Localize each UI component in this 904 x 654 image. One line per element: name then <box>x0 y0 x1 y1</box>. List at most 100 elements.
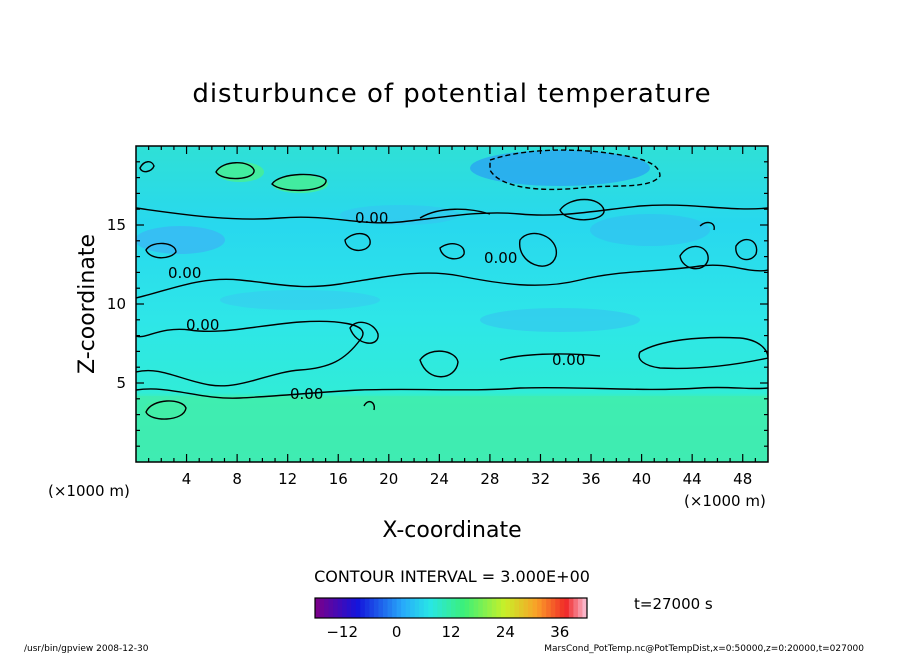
colorbar-cell <box>559 598 565 618</box>
colorbar-cell <box>369 598 375 618</box>
colorbar-cell <box>478 598 484 618</box>
colorbar-cell <box>355 598 361 618</box>
footer-right: MarsCond_PotTemp.nc@PotTempDist,x=0:5000… <box>544 644 864 654</box>
colorbar-cell <box>537 598 543 618</box>
contour-label: 0.00 <box>355 209 388 227</box>
colorbar-cell <box>437 598 443 618</box>
colorbar-cell <box>550 598 556 618</box>
colorbar-tick-label: 24 <box>496 623 515 641</box>
colorbar-cell <box>383 598 389 618</box>
colorbar-cell <box>414 598 420 618</box>
contour-interval-label: CONTOUR INTERVAL = 3.000E+00 <box>314 567 590 586</box>
x-axis-title: X-coordinate <box>382 518 521 543</box>
colorbar-cell <box>324 598 330 618</box>
colorbar-cell <box>482 598 488 618</box>
colorbar-cell <box>419 598 425 618</box>
x-tick-label: 8 <box>232 470 242 488</box>
colorbar-cell <box>342 598 348 618</box>
y-tick-label: 10 <box>107 295 126 313</box>
low-region <box>136 226 225 254</box>
colorbar-cell <box>392 598 398 618</box>
colorbar-frame <box>314 597 588 619</box>
colorbar-cell <box>469 598 475 618</box>
colorbar-cell <box>460 598 466 618</box>
footer-left: /usr/bin/gpview 2008-12-30 <box>24 644 149 654</box>
low-region <box>480 308 640 332</box>
colorbar-cell <box>455 598 461 618</box>
colorbar-cell <box>532 598 538 618</box>
colorbar-cell <box>496 598 502 618</box>
axis-ticks <box>136 146 768 462</box>
colorbar-cell <box>401 598 407 618</box>
x-tick-label: 28 <box>480 470 499 488</box>
colorbar-cell <box>387 598 393 618</box>
colorbar-cell <box>491 598 497 618</box>
contour-label: 0.00 <box>484 249 517 267</box>
colorbar-tick-label: 0 <box>392 623 402 641</box>
colorbar-cell <box>451 598 457 618</box>
y-axis-title: Z-coordinate <box>75 234 100 374</box>
colorbar-cell <box>351 598 357 618</box>
colorbar-cell <box>500 598 506 618</box>
colorbar-cell <box>432 598 438 618</box>
colorbar-cell <box>541 598 547 618</box>
contour-label: 0.00 <box>186 316 219 334</box>
low-region <box>590 214 710 246</box>
x-tick-label: 12 <box>278 470 297 488</box>
heatmap-field: 0.00 0.00 0.00 0.00 0.00 0.00 <box>136 146 768 462</box>
colorbar-cell <box>441 598 447 618</box>
colorbar-cell <box>315 598 321 618</box>
colorbar-cell <box>464 598 470 618</box>
low-region <box>470 150 650 186</box>
y-tick-label: 5 <box>116 374 126 392</box>
x-tick-label: 24 <box>430 470 449 488</box>
colorbar-tick-labels: −12 0 12 24 36 <box>326 623 569 641</box>
x-tick-label: 16 <box>329 470 348 488</box>
colorbar-cell <box>405 598 411 618</box>
y-tick-label: 15 <box>107 216 126 234</box>
y-axis-unit: (×1000 m) <box>48 482 130 500</box>
colorbar-cell <box>410 598 416 618</box>
colorbar-cell <box>423 598 429 618</box>
colorbar-cell <box>564 598 570 618</box>
x-tick-label: 20 <box>379 470 398 488</box>
contour-lines <box>136 149 768 420</box>
colorbar-tick-label: −12 <box>326 623 358 641</box>
high-region <box>136 396 768 462</box>
colorbar-cell <box>514 598 520 618</box>
colorbar-cell <box>428 598 434 618</box>
colorbar-cell <box>577 598 583 618</box>
colorbar-cell <box>523 598 529 618</box>
colorbar-cell <box>333 598 339 618</box>
colorbar-cell <box>346 598 352 618</box>
contour-label: 0.00 <box>168 264 201 282</box>
colorbar-cell <box>573 598 579 618</box>
time-label: t=27000 s <box>634 595 713 613</box>
x-tick-label: 44 <box>683 470 702 488</box>
colorbar-cell <box>360 598 366 618</box>
colorbar-cell <box>378 598 384 618</box>
colorbar-cell <box>568 598 574 618</box>
colorbar-cell <box>319 598 325 618</box>
chart-title: disturbunce of potential temperature <box>192 79 711 109</box>
colorbar-cell <box>396 598 402 618</box>
colorbar-tick-label: 12 <box>441 623 460 641</box>
contour-label: 0.00 <box>552 351 585 369</box>
x-axis-unit: (×1000 m) <box>684 492 766 510</box>
colorbar <box>315 598 588 618</box>
low-region <box>220 290 380 310</box>
colorbar-cell <box>505 598 511 618</box>
colorbar-cell <box>528 598 534 618</box>
colorbar-cell <box>555 598 561 618</box>
colorbar-cell <box>337 598 343 618</box>
x-tick-label: 4 <box>182 470 192 488</box>
colorbar-cell <box>364 598 370 618</box>
colorbar-cell <box>446 598 452 618</box>
colorbar-cell <box>582 598 588 618</box>
x-tick-label: 40 <box>632 470 651 488</box>
x-tick-label: 36 <box>581 470 600 488</box>
colorbar-tick-label: 36 <box>550 623 569 641</box>
colorbar-cell <box>328 598 334 618</box>
